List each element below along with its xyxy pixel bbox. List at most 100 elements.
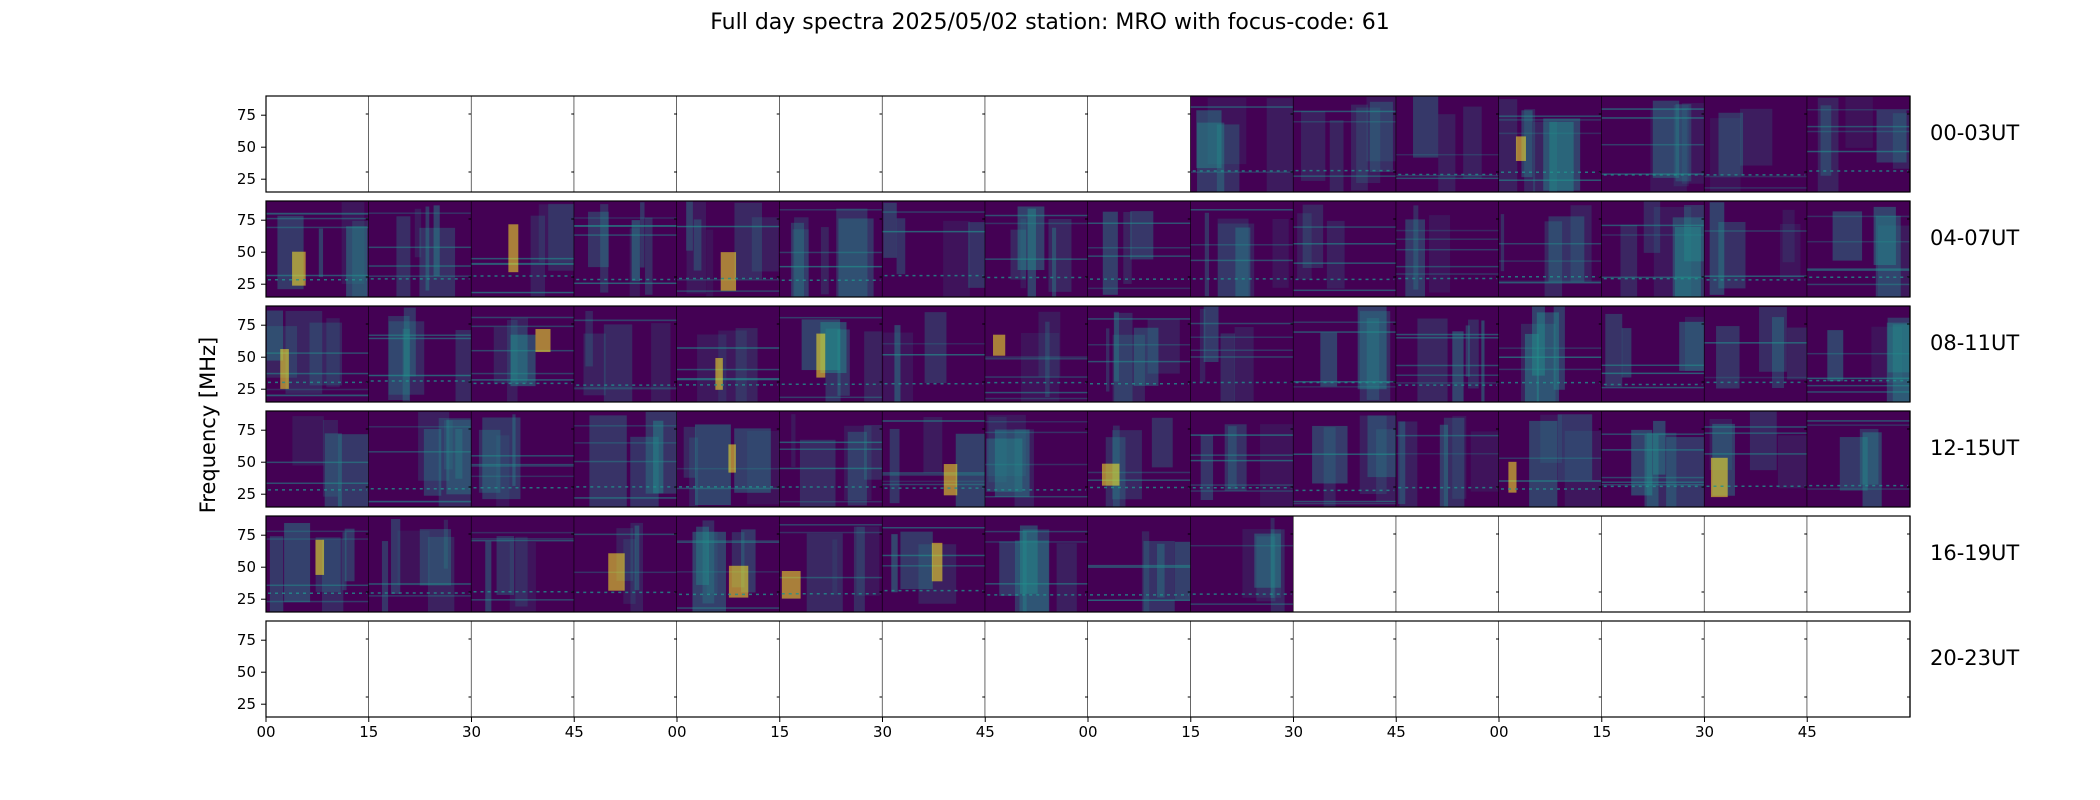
y-tick-label: 25 (237, 590, 256, 608)
spectrum-cell (779, 516, 883, 612)
spectrum-cell (985, 306, 1088, 402)
x-tick-label: 30 (1695, 723, 1714, 741)
empty-cell (1601, 516, 1705, 612)
spectrum-cell (779, 411, 883, 507)
y-tick-label: 75 (237, 316, 256, 334)
row-frame (265, 410, 1911, 508)
row-label: 08-11UT (1930, 331, 2019, 355)
x-tick-label: 00 (1078, 723, 1097, 741)
spectrum-cell (1499, 411, 1602, 507)
row-label: 00-03UT (1930, 121, 2019, 145)
spectrum-cell (1190, 201, 1294, 297)
y-tick-label: 75 (237, 106, 256, 124)
spectrum-cell (677, 306, 780, 402)
y-tick-label: 25 (237, 380, 256, 398)
x-tick-label: 15 (1592, 723, 1611, 741)
spectrum-cell (1704, 306, 1808, 402)
spectrum-cell (1190, 411, 1294, 507)
spectrum-cell (1190, 516, 1294, 612)
spectrum-cell (882, 411, 986, 507)
y-tick-label: 50 (237, 663, 256, 681)
spectrum-cell (266, 411, 369, 507)
row-label: 20-23UT (1930, 646, 2019, 670)
row-frame (265, 95, 1911, 193)
spectrum-cell (1190, 306, 1294, 402)
x-tick-label: 00 (667, 723, 686, 741)
chart-title: Full day spectra 2025/05/02 station: MRO… (710, 10, 1390, 35)
empty-cell (1807, 621, 1910, 717)
spectrum-cell (677, 201, 780, 297)
spectrum-cell (1293, 411, 1397, 507)
x-tick-label: 15 (1181, 723, 1200, 741)
empty-cell (779, 96, 883, 192)
x-tick-label: 30 (1284, 723, 1303, 741)
empty-cell (1190, 621, 1294, 717)
empty-cell (1704, 621, 1808, 717)
spectrum-cell (882, 516, 986, 612)
x-tick-label: 30 (462, 723, 481, 741)
empty-cell (1601, 621, 1705, 717)
spectrum-cell (882, 306, 986, 402)
spectrum-cell (1293, 306, 1397, 402)
empty-cell (1499, 621, 1602, 717)
x-tick-label: 45 (565, 723, 584, 741)
empty-cell (1396, 621, 1499, 717)
spectrum-cell (1396, 306, 1499, 402)
spectrum-cell (1601, 411, 1705, 507)
spectrum-cell (574, 411, 677, 507)
empty-cell (266, 621, 369, 717)
spectrum-cell (985, 411, 1088, 507)
empty-cell (882, 621, 986, 717)
empty-cell (985, 621, 1088, 717)
x-tick-label: 30 (873, 723, 892, 741)
spectrum-cell (1088, 411, 1191, 507)
y-tick-label: 75 (237, 211, 256, 229)
empty-cell (1088, 96, 1191, 192)
row-frame (265, 305, 1911, 403)
spectrum-cell (1601, 306, 1705, 402)
spectrum-cell (1601, 96, 1705, 192)
empty-cell (1293, 516, 1397, 612)
y-tick-label: 50 (237, 348, 256, 366)
empty-cell (985, 96, 1088, 192)
spectrum-cell (471, 411, 575, 507)
spectrum-cell (1190, 96, 1294, 192)
x-tick-label: 15 (359, 723, 378, 741)
spectrum-cell (677, 411, 780, 507)
y-tick-label: 50 (237, 453, 256, 471)
row-frame (265, 515, 1911, 613)
spectrum-cell (1396, 96, 1499, 192)
empty-cell (677, 96, 780, 192)
spectrum-cell (1293, 96, 1397, 192)
spectrum-cell (1807, 306, 1910, 402)
x-tick-label: 00 (256, 723, 275, 741)
x-tick-label: 45 (976, 723, 995, 741)
spectrum-cell (985, 201, 1088, 297)
x-tick-label: 15 (770, 723, 789, 741)
spectrum-cell (1704, 411, 1808, 507)
row-frame (265, 200, 1911, 298)
x-tick-label: 45 (1387, 723, 1406, 741)
y-tick-label: 50 (237, 243, 256, 261)
y-tick-label: 50 (237, 558, 256, 576)
spectrum-cell (471, 201, 575, 297)
empty-cell (677, 621, 780, 717)
spectrum-cell (368, 411, 472, 507)
empty-cell (1807, 516, 1910, 612)
spectrum-cell (1704, 201, 1808, 297)
spectrum-cell (1499, 306, 1602, 402)
spectrum-cell (1088, 516, 1191, 612)
spectrum-cell (574, 516, 677, 612)
spectrum-cell (1601, 201, 1705, 297)
spectrum-cell (779, 201, 883, 297)
empty-cell (1088, 621, 1191, 717)
spectrum-cell (574, 201, 677, 297)
x-tick-label: 45 (1798, 723, 1817, 741)
empty-cell (574, 96, 677, 192)
spectrum-cell (1396, 201, 1499, 297)
spectrum-cell (1293, 201, 1397, 297)
empty-cell (471, 621, 575, 717)
y-tick-label: 25 (237, 170, 256, 188)
spectrum-cell (266, 516, 369, 612)
